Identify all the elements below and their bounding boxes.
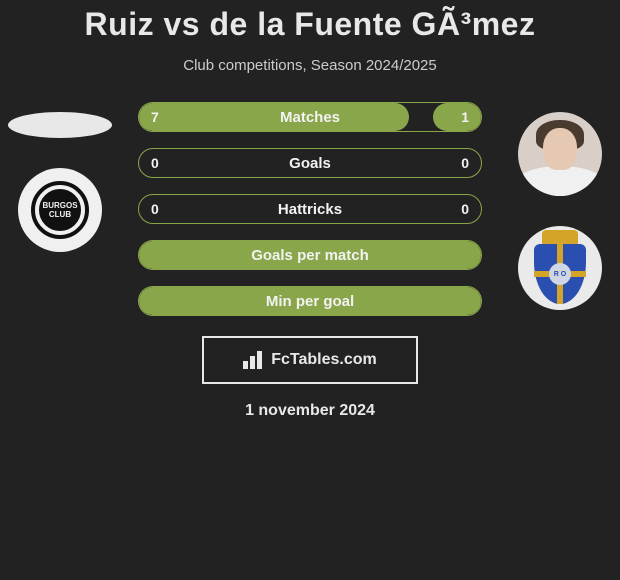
page-title: Ruiz vs de la Fuente GÃ³mez — [0, 6, 620, 43]
stat-row: Goals 0 0 — [138, 148, 482, 178]
main-area: BURGOSCLUB R O Matches71Goals00Hattricks… — [0, 102, 620, 420]
crown-icon — [542, 230, 578, 244]
stat-fill-right — [433, 103, 481, 131]
stat-label: Goals per match — [251, 247, 369, 264]
subtitle: Club competitions, Season 2024/2025 — [0, 57, 620, 74]
shield-icon: R O — [534, 244, 586, 304]
right-club-badge: R O — [518, 226, 602, 310]
stat-value-right: 0 — [461, 201, 469, 217]
stat-fill-left — [139, 103, 409, 131]
stat-label: Hattricks — [278, 201, 342, 218]
left-player-photo — [8, 112, 112, 138]
stat-row: Hattricks 0 0 — [138, 194, 482, 224]
stat-label: Matches — [280, 109, 340, 126]
stat-row: Matches 7 1 — [138, 102, 482, 132]
stat-label: Min per goal — [266, 293, 354, 310]
stat-value-right: 1 — [461, 109, 469, 125]
stat-label: Goals — [289, 155, 331, 172]
left-club-badge: BURGOSCLUB — [18, 168, 102, 252]
stat-value-left: 0 — [151, 155, 159, 171]
date-label: 1 november 2024 — [0, 402, 620, 420]
stat-value-right: 0 — [461, 155, 469, 171]
left-player-column: BURGOSCLUB — [8, 112, 112, 252]
stat-row: Goals per match — [138, 240, 482, 270]
stat-value-left: 0 — [151, 201, 159, 217]
burgos-badge-icon: BURGOSCLUB — [35, 185, 85, 235]
bars-chart-icon — [243, 351, 265, 369]
comparison-card: Ruiz vs de la Fuente GÃ³mez Club competi… — [0, 0, 620, 420]
right-player-column: R O — [508, 112, 612, 310]
right-player-photo — [518, 112, 602, 196]
brand-attribution: FcTables.com — [202, 336, 418, 384]
stat-value-left: 7 — [151, 109, 159, 125]
stats-bars: Matches 7 1 Goals 0 0 Hattricks 0 0 Goals per mat… — [138, 102, 482, 316]
brand-label: FcTables.com — [271, 351, 377, 369]
stat-row: Min per goal — [138, 286, 482, 316]
